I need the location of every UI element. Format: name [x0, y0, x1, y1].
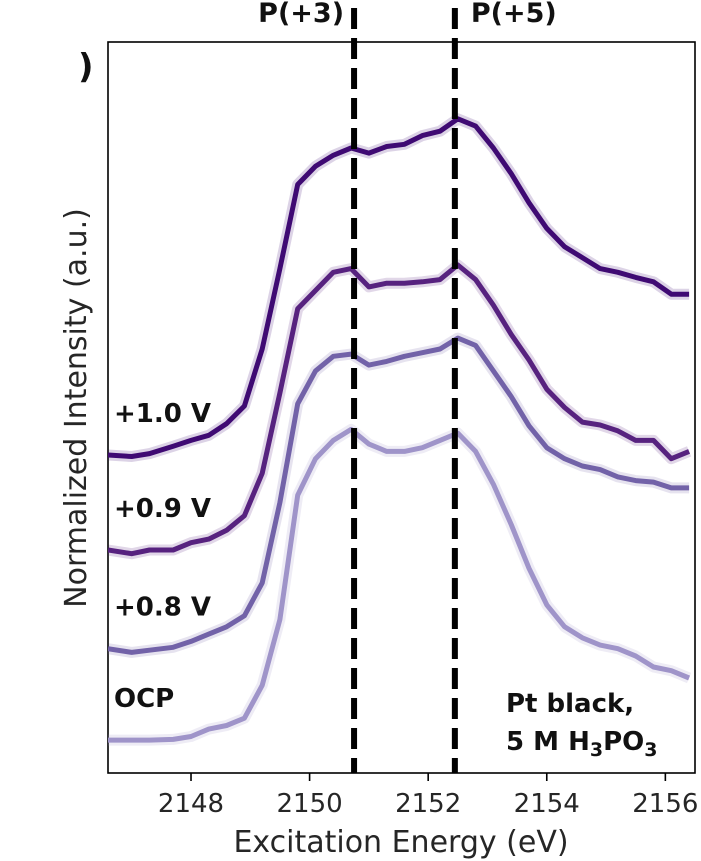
series-line-3 — [108, 426, 691, 743]
annotation-formula-middle: PO — [603, 727, 644, 757]
reference-label-1: P(+5) — [471, 0, 557, 29]
series-labels: +1.0 V +0.9 V +0.8 V OCP — [114, 399, 211, 714]
annotation-line-2: 5 M H3PO3 — [506, 727, 657, 761]
series-line-1 — [108, 262, 691, 557]
series-line-0 — [108, 116, 690, 459]
reference-lines: P(+3) P(+5) — [258, 0, 557, 773]
x-tick-label-2150: 2150 — [277, 789, 343, 819]
series-lines — [108, 113, 692, 746]
series-line-2 — [108, 335, 690, 655]
series-label-1: +0.9 V — [114, 494, 211, 524]
panel-label: ) — [78, 47, 94, 87]
x-axis-label: Excitation Energy (eV) — [233, 825, 568, 860]
x-tick-label-2152: 2152 — [395, 789, 461, 819]
x-tick-label-2154: 2154 — [514, 789, 580, 819]
series-label-0: +1.0 V — [114, 399, 211, 429]
x-axis-ticks: 2148 2150 2152 2154 2156 — [158, 773, 698, 819]
x-tick-label-2156: 2156 — [632, 789, 698, 819]
plot-frame — [107, 41, 696, 774]
series-label-3: OCP — [114, 684, 174, 714]
annotation-line-1: Pt black, — [506, 689, 634, 719]
annotation-subscript-2: 3 — [644, 739, 657, 761]
series-label-2: +0.8 V — [114, 593, 211, 623]
y-axis-label: Normalized Intensity (a.u.) — [59, 208, 94, 608]
annotation-subscript-1: 3 — [590, 739, 603, 761]
annotation-formula-prefix: 5 M H — [506, 727, 590, 757]
x-tick-label-2148: 2148 — [158, 789, 224, 819]
reference-label-0: P(+3) — [258, 0, 344, 29]
